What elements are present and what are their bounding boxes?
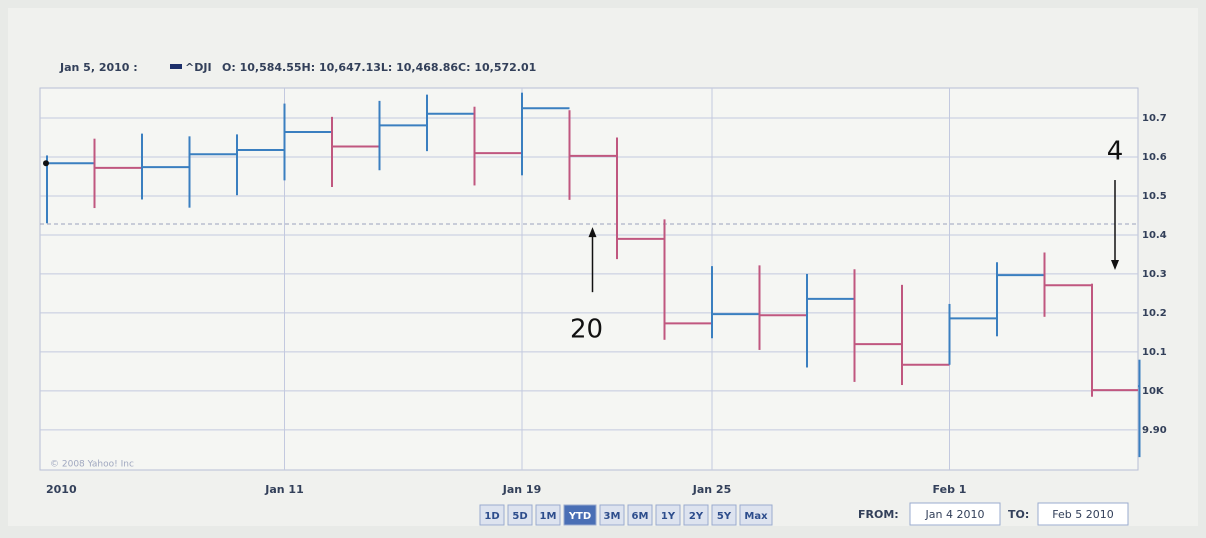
range-button[interactable]	[599, 504, 625, 526]
arrow-head	[588, 227, 597, 238]
header-symbol: ^DJI	[185, 61, 212, 74]
y-tick-label: 10.5	[1142, 191, 1167, 202]
to-date[interactable]: Feb 5 2010	[1052, 508, 1113, 521]
from-date[interactable]: Jan 4 2010	[925, 508, 985, 521]
y-tick-label: 9.90	[1142, 425, 1167, 436]
range-button-label[interactable]: 1D	[484, 511, 499, 522]
range-button[interactable]	[683, 504, 709, 526]
y-tick-label: 10K	[1142, 386, 1165, 397]
x-tick-label: 2010	[46, 483, 77, 496]
range-button-label[interactable]: YTD	[568, 511, 591, 522]
from-input[interactable]	[909, 502, 1001, 526]
y-tick-label: 10.1	[1142, 347, 1167, 358]
header-date: Jan 5, 2010 :	[59, 61, 138, 74]
y-tick-label: 10.4	[1142, 230, 1167, 241]
range-button-label[interactable]: 5D	[512, 511, 527, 522]
range-button-label[interactable]: 1M	[540, 511, 557, 522]
arrow-head	[1111, 260, 1119, 271]
range-button[interactable]	[739, 504, 773, 526]
x-tick-label: Jan 19	[502, 483, 541, 496]
range-button[interactable]	[711, 504, 737, 526]
to-label: TO:	[1008, 508, 1029, 521]
range-button[interactable]	[627, 504, 653, 526]
plot-area	[39, 87, 1139, 471]
y-tick-label: 10.3	[1142, 269, 1167, 280]
range-button[interactable]	[535, 504, 561, 526]
x-tick-label: Jan 25	[692, 483, 731, 496]
x-tick-label: Jan 11	[264, 483, 303, 496]
y-tick-label: 10.2	[1142, 308, 1167, 319]
start-dot	[43, 160, 49, 167]
range-button[interactable]	[563, 504, 597, 526]
range-button[interactable]	[479, 504, 505, 526]
range-button-label[interactable]: 3M	[604, 511, 621, 522]
x-tick-label: Feb 1	[933, 483, 967, 496]
y-tick-label: 10.6	[1142, 152, 1167, 163]
range-button-label[interactable]: 2Y	[689, 511, 704, 522]
annotation-label: 20	[570, 315, 603, 345]
range-button-label[interactable]: 1Y	[661, 511, 676, 522]
annotation-label: 4	[1107, 137, 1124, 167]
symbol-swatch	[170, 64, 182, 69]
from-label: FROM:	[858, 508, 899, 521]
to-input[interactable]	[1037, 502, 1129, 526]
range-button[interactable]	[507, 504, 533, 526]
copyright: © 2008 Yahoo! Inc	[50, 460, 134, 470]
range-button-label[interactable]: 5Y	[717, 511, 732, 522]
header-quote: O: 10,584.55H: 10,647.13L: 10,468.86C: 1…	[222, 61, 536, 74]
range-button[interactable]	[655, 504, 681, 526]
range-button-label[interactable]: 6M	[632, 511, 649, 522]
range-button-label[interactable]: Max	[744, 511, 768, 522]
y-tick-label: 10.7	[1142, 113, 1167, 124]
